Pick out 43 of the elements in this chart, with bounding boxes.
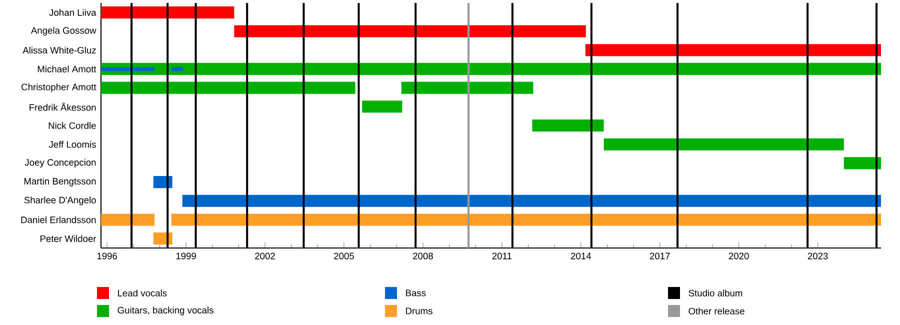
- bar: [182, 194, 882, 207]
- x-tick-label: 2002: [255, 252, 275, 260]
- x-tick-label: 2005: [334, 252, 354, 260]
- y-tick-label: Martin Bengtsson: [24, 178, 96, 186]
- legend-label: Bass: [406, 290, 426, 296]
- legend-label: Studio album: [688, 290, 742, 296]
- x-tick-label: 1999: [176, 252, 196, 260]
- bar: [401, 82, 534, 94]
- y-tick-label: Sharlee D'Angelo: [24, 196, 96, 206]
- y-tick-label: Alissa White-Gluz: [22, 46, 96, 54]
- legend-label: Lead vocals: [118, 290, 167, 296]
- x-tick-label: 2008: [413, 252, 433, 260]
- bar: [101, 214, 154, 226]
- x-tick-label: 2020: [728, 252, 749, 260]
- x-tick-label: 2014: [570, 252, 592, 260]
- bar: [844, 157, 882, 170]
- y-tick-label: Angela Gossow: [30, 26, 96, 36]
- y-tick-label: Johan Liiva: [49, 9, 96, 16]
- bar: [604, 138, 844, 150]
- legend-label: Other release: [688, 308, 744, 314]
- legend-label: Guitars, backing vocals: [118, 306, 214, 316]
- y-tick-label: Daniel Erlandsson: [21, 216, 96, 224]
- bar: [362, 100, 402, 113]
- x-tick-label: 2023: [808, 252, 828, 260]
- bar: [101, 6, 234, 18]
- x-tick-label: 2017: [650, 252, 670, 260]
- y-tick-label: Peter Wildoer: [40, 235, 96, 242]
- legend-label: Drums: [406, 308, 432, 314]
- bar: [101, 62, 882, 75]
- bar: [171, 67, 184, 71]
- y-tick-label: Joey Concepcion: [24, 158, 96, 168]
- bar: [585, 44, 882, 56]
- y-tick-label: Christopher Amott: [22, 83, 96, 92]
- y-tick-label: Jeff Loomis: [48, 140, 96, 148]
- bar: [171, 214, 882, 226]
- bar: [101, 82, 356, 94]
- bar: [234, 25, 586, 38]
- x-tick-label: 2011: [492, 252, 512, 260]
- y-tick-label: Michael Amott: [38, 66, 96, 72]
- bar: [532, 119, 604, 132]
- y-tick-label: Nick Cordle: [48, 122, 96, 129]
- y-tick-label: Fredrik Åkesson: [30, 102, 96, 111]
- x-tick-label: 1996: [97, 252, 118, 260]
